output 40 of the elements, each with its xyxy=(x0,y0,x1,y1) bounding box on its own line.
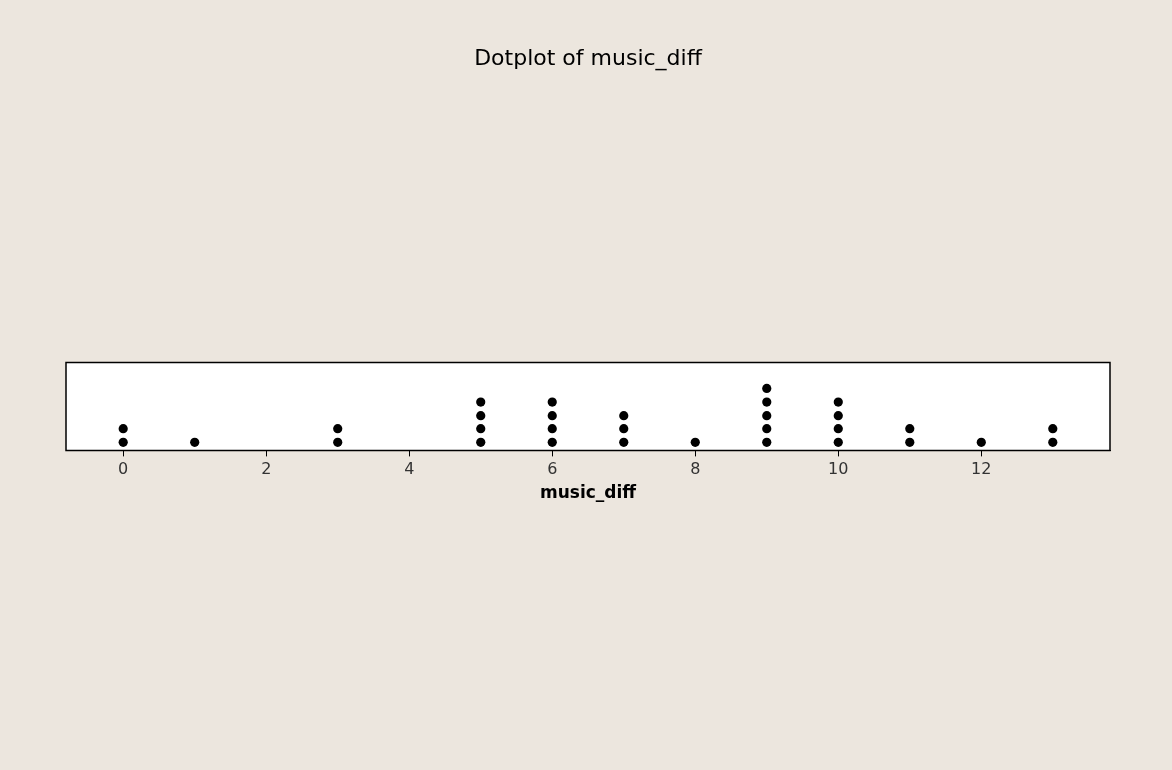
point xyxy=(118,437,128,447)
point xyxy=(547,424,557,434)
x-tick-label: 0 xyxy=(118,459,129,479)
point xyxy=(619,411,629,421)
point xyxy=(762,397,772,407)
point xyxy=(762,411,772,421)
point xyxy=(619,437,629,447)
x-tick-label: 10 xyxy=(828,459,849,479)
point xyxy=(547,397,557,407)
point xyxy=(905,424,915,434)
point xyxy=(333,424,343,434)
x-tick-label: 12 xyxy=(971,459,992,479)
point xyxy=(1048,424,1058,434)
point xyxy=(118,424,128,434)
point xyxy=(833,411,843,421)
point xyxy=(476,437,486,447)
x-tick-label: 6 xyxy=(547,459,558,479)
point xyxy=(833,424,843,434)
point xyxy=(547,411,557,421)
point xyxy=(833,397,843,407)
point xyxy=(619,424,629,434)
point xyxy=(547,437,557,447)
x-axis-title: music_diff xyxy=(539,482,637,503)
point xyxy=(476,397,486,407)
chart-title: Dotplot of music_diff xyxy=(474,44,703,71)
x-tick-label: 2 xyxy=(261,459,272,479)
point xyxy=(476,411,486,421)
point xyxy=(190,437,200,447)
point xyxy=(1048,437,1058,447)
x-tick-label: 4 xyxy=(404,459,415,479)
point xyxy=(690,437,700,447)
point xyxy=(833,437,843,447)
point xyxy=(333,437,343,447)
point xyxy=(762,437,772,447)
point xyxy=(976,437,986,447)
x-tick-label: 8 xyxy=(690,459,701,479)
point xyxy=(762,383,772,394)
point xyxy=(905,437,915,447)
point xyxy=(476,424,486,434)
point xyxy=(762,424,772,434)
